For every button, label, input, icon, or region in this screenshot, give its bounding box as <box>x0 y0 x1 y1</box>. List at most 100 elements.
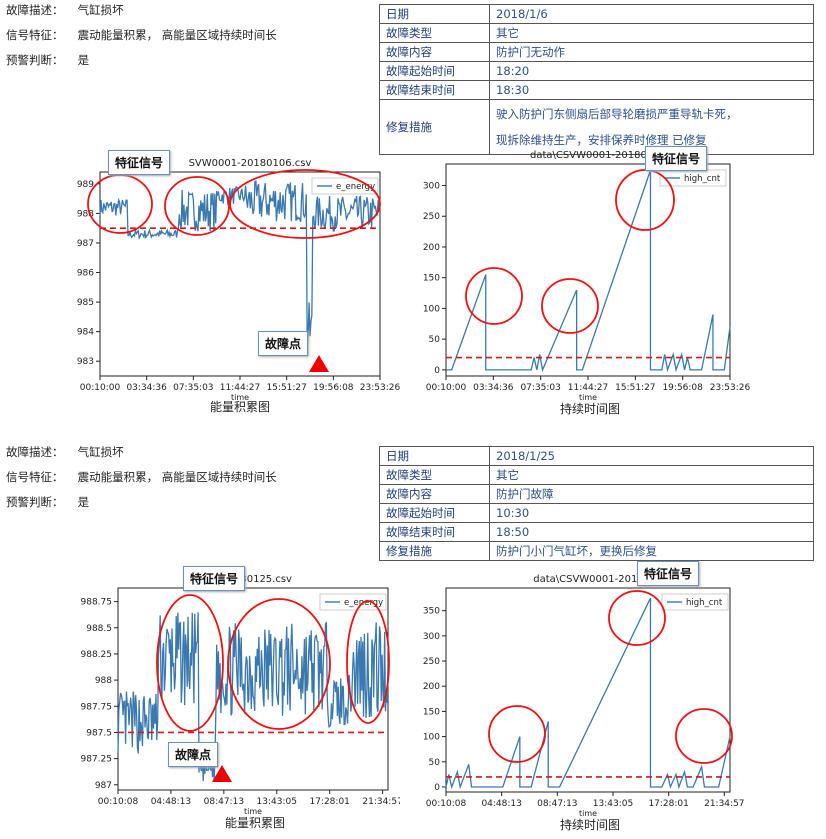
highlight-circle <box>156 594 224 732</box>
y-tick-label: 983 <box>77 357 94 367</box>
fault-marker <box>212 765 232 782</box>
highlight-circle <box>541 278 599 334</box>
duration-chart-1: data\CSVW0001-20180106 0 50 100 150 200 250 300… <box>423 150 750 400</box>
x-tick-label: 03:34:36 <box>126 383 167 393</box>
y-tick-label: 987.5 <box>86 728 112 738</box>
y-tick-label: 150 <box>423 707 440 717</box>
energy-caption-2: 能量积累图 <box>224 816 285 830</box>
table-row: 修复措施 驶入防护门东侧扇后部导轮磨损严重导轨卡死， 现拆除维持生产，安排保养时修理… <box>379 99 814 155</box>
x-tick-label: 08:47:13 <box>204 797 244 807</box>
y-tick-label: 984 <box>77 328 94 338</box>
fault-marker <box>309 355 329 372</box>
x-axis-label: time <box>579 809 597 818</box>
feature-signal-callout: 特征信号 <box>637 561 700 586</box>
series-line <box>99 180 381 347</box>
feature-signal-callout: 特征信号 <box>645 146 708 171</box>
signal-feature-value: 震动能量积累， 高能量区域持续时间长 <box>77 470 277 484</box>
warning-value: 是 <box>77 53 90 67</box>
x-tick-label: 15:51:27 <box>615 383 655 393</box>
duration-caption-1: 持续时间图 <box>559 402 620 416</box>
x-tick-label: 08:47:13 <box>537 799 577 809</box>
table-row: 修复措施 防护门小门气缸坏，更换后修复 <box>379 541 814 561</box>
y-tick-label: 200 <box>423 682 440 692</box>
x-axis-label: time <box>231 393 249 400</box>
fault-desc-value: 气缸损坏 <box>77 445 124 459</box>
x-tick-label: 13:43:05 <box>257 797 297 807</box>
chart-title: data\CSVW0001-20180106 <box>530 150 666 161</box>
table-row: 日期 2018/1/6 <box>379 4 814 24</box>
y-tick-label: 987.75 <box>81 702 113 712</box>
x-tick-label: 19:56:08 <box>662 383 703 393</box>
energy-chart-1: SVW0001-20180106.csv 983 984 985 986 987 988 98… <box>77 158 400 400</box>
duration-chart-2: data\CSVW0001-2018012 0 50 100 150 200 250 300 3… <box>423 574 745 818</box>
y-tick-label: 986 <box>77 269 94 279</box>
label-fault-desc: 故障描述： <box>6 445 64 459</box>
series-line <box>445 597 731 790</box>
plot-frame <box>99 171 381 377</box>
table-row: 故障类型 其它 <box>379 23 814 43</box>
chart-title: 180125.csv <box>234 574 292 585</box>
x-tick-label: 17:28:01 <box>309 797 349 807</box>
fault-case-1: 故障描述： 气缸损坏 信号特征： 震动能量积累， 高能量区域持续时间长 预警判断… <box>6 3 814 416</box>
table-row: 故障起始时间 18:20 <box>379 61 814 81</box>
table-row: 故障内容 防护门无动作 <box>379 42 814 62</box>
highlight-circle <box>346 600 390 724</box>
legend-label: high_cnt <box>686 598 723 608</box>
y-tick-label: 987 <box>95 781 112 791</box>
legend-box <box>661 593 729 611</box>
y-tick-label: 0 <box>434 366 440 376</box>
feature-signal-callout: 特征信号 <box>183 566 246 591</box>
x-axis-label: time <box>244 807 262 816</box>
label-fault-desc: 故障描述： <box>6 3 64 17</box>
energy-chart-2: 180125.csv 987 987.25 987.5 987.75 988 988.25 9… <box>81 574 401 816</box>
chart-title: SVW0001-20180106.csv <box>189 158 312 169</box>
feature-signal-callout: 特征信号 <box>108 150 171 175</box>
x-tick-label: 07:35:03 <box>173 383 213 393</box>
x-tick-label: 07:35:03 <box>520 383 560 393</box>
fault-case-2: 故障描述： 气缸损坏 信号特征： 震动能量积累， 高能量区域持续时间长 预警判断… <box>0 440 826 839</box>
x-tick-label: 21:34:57 <box>704 799 744 809</box>
fault-point-label: 故障点 <box>168 742 219 767</box>
warning-value: 是 <box>77 495 90 509</box>
x-tick-label: 04:48:13 <box>481 799 521 809</box>
x-tick-label: 03:34:36 <box>473 383 514 393</box>
fault-point-label: 故障点 <box>258 331 309 356</box>
plot-frame <box>445 587 731 793</box>
y-tick-label: 988.75 <box>81 598 113 608</box>
table-row: 故障结束时间 18:50 <box>379 522 814 542</box>
table-row: 故障起始时间 10:30 <box>379 503 814 523</box>
x-axis-label: time <box>579 393 597 400</box>
fault-record-table: 日期 2018/1/25 故障类型 其它 故障内容 防护门故障 故障起始时间 10:30… <box>379 446 814 561</box>
y-tick-label: 100 <box>423 733 440 743</box>
y-tick-label: 988.5 <box>86 624 112 634</box>
legend-label: e_energy <box>336 182 375 192</box>
x-tick-label: 23:53:26 <box>710 383 750 393</box>
highlight-circle <box>229 169 381 239</box>
x-tick-label: 17:28:01 <box>648 799 688 809</box>
y-tick-label: 985 <box>77 298 94 308</box>
y-tick-label: 150 <box>423 274 440 284</box>
y-tick-label: 989 <box>77 180 94 190</box>
y-tick-label: 988 <box>95 676 112 686</box>
y-tick-label: 200 <box>423 243 440 253</box>
x-tick-label: 04:48:13 <box>151 797 191 807</box>
x-tick-label: 21:34:57 <box>362 797 400 807</box>
fault-desc-value: 气缸损坏 <box>77 3 124 17</box>
x-tick-label: 00:10:08 <box>426 799 467 809</box>
y-tick-label: 988 <box>77 209 94 219</box>
plot-frame <box>445 163 731 377</box>
y-tick-label: 50 <box>429 758 441 768</box>
case-info: 故障描述： 气缸损坏 信号特征： 震动能量积累， 高能量区域持续时间长 预警判断… <box>6 440 277 515</box>
signal-feature-value: 震动能量积累， 高能量区域持续时间长 <box>77 28 277 42</box>
highlight-circle <box>488 705 546 763</box>
x-tick-label: 13:43:05 <box>593 799 633 809</box>
x-tick-label: 11:44:27 <box>220 383 260 393</box>
highlight-circle <box>164 176 230 236</box>
fault-record-table: 日期 2018/1/6 故障类型 其它 故障内容 防护门无动作 故障起始时间 18:20… <box>379 4 814 155</box>
x-tick-label: 00:10:08 <box>98 797 139 807</box>
legend-label: high_cnt <box>684 174 721 184</box>
y-tick-label: 300 <box>423 632 440 642</box>
series-line <box>117 612 389 782</box>
energy-caption-1: 能量积累图 <box>209 400 270 414</box>
y-tick-label: 50 <box>429 335 441 345</box>
